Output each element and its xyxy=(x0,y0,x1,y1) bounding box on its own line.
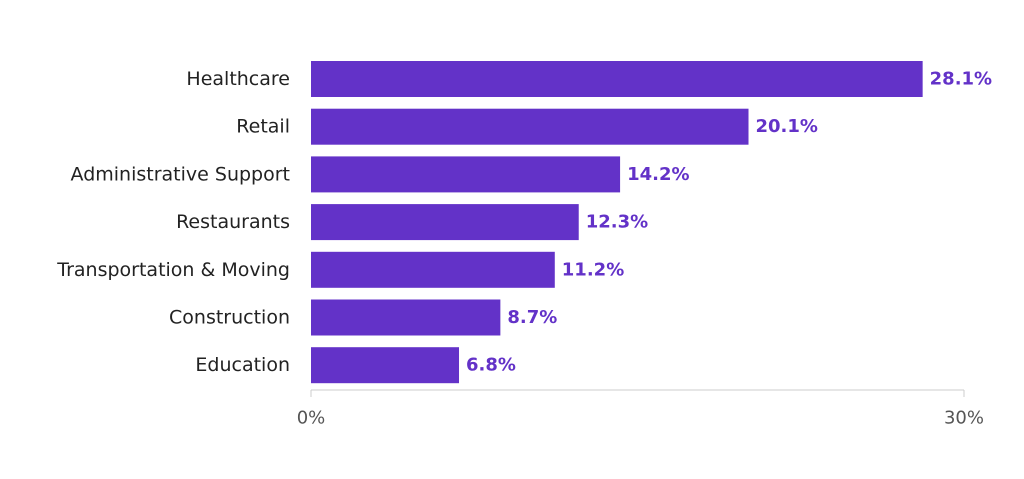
category-label-construction: Construction xyxy=(169,307,290,329)
category-label-retail: Retail xyxy=(236,116,290,138)
bar-administrative-support xyxy=(311,156,621,193)
category-label-education: Education xyxy=(195,354,290,376)
bar-education xyxy=(311,347,460,384)
category-label-transportation-and-moving: Transportation & Moving xyxy=(56,259,290,281)
category-label-healthcare: Healthcare xyxy=(186,68,290,90)
value-label-transportation-and-moving: 11.2% xyxy=(562,259,624,280)
value-label-construction: 8.7% xyxy=(507,307,557,328)
value-label-education: 6.8% xyxy=(466,355,516,376)
bar-construction xyxy=(311,299,501,336)
value-label-restaurants: 12.3% xyxy=(586,212,648,233)
value-label-retail: 20.1% xyxy=(756,116,818,137)
bars-group: Healthcare 28.1% Retail 20.1% Administrative… xyxy=(56,61,992,384)
bar-retail xyxy=(311,108,749,145)
category-label-administrative-support: Administrative Support xyxy=(71,163,290,185)
bar-restaurants xyxy=(311,204,579,241)
value-label-administrative-support: 14.2% xyxy=(627,164,689,185)
x-tick-label-0: 0% xyxy=(297,408,326,429)
x-tick-label-1: 30% xyxy=(944,408,984,429)
bar-transportation-and-moving xyxy=(311,251,555,288)
value-label-healthcare: 28.1% xyxy=(930,69,992,90)
bar-healthcare xyxy=(311,61,923,97)
category-label-restaurants: Restaurants xyxy=(176,211,290,233)
x-axis: 0% 30% xyxy=(297,389,984,429)
